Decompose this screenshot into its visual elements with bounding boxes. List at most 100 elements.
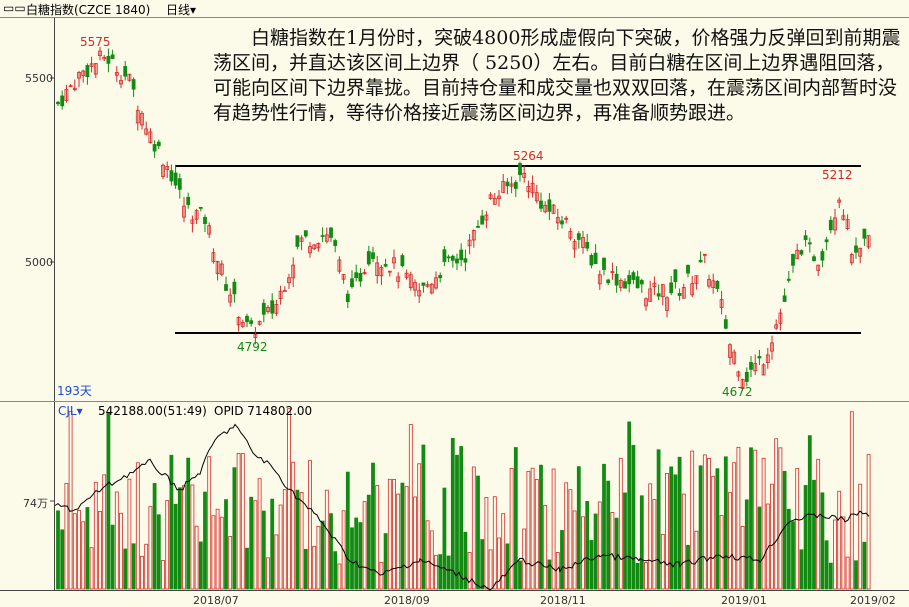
candle-body bbox=[354, 272, 359, 278]
volume-bar bbox=[669, 466, 674, 590]
volume-bar bbox=[93, 481, 98, 590]
volume-bar bbox=[98, 510, 102, 590]
volume-bar bbox=[761, 457, 766, 590]
volume-bar bbox=[198, 541, 203, 590]
volume-bar bbox=[236, 453, 241, 590]
candle-body bbox=[492, 198, 497, 205]
volume-bar bbox=[858, 483, 863, 590]
candle-body bbox=[820, 251, 825, 261]
candle-body bbox=[837, 199, 842, 203]
menu-icon[interactable]: ▭▭ bbox=[3, 1, 26, 15]
volume-bar bbox=[753, 449, 758, 590]
volume-bar bbox=[686, 544, 690, 590]
volume-bar bbox=[572, 510, 577, 590]
candle-body bbox=[114, 72, 119, 76]
candle-body bbox=[610, 271, 615, 273]
volume-bar bbox=[110, 524, 115, 590]
candle-body bbox=[576, 233, 581, 240]
candle-body bbox=[480, 215, 485, 225]
period-label: 日线 bbox=[166, 3, 191, 17]
volume-bar bbox=[455, 454, 459, 590]
volume-value: 542188.00(51:49) bbox=[98, 404, 207, 418]
volume-bar bbox=[543, 504, 548, 590]
candle-body bbox=[786, 278, 791, 281]
candle-body bbox=[257, 320, 262, 325]
candle-body bbox=[568, 231, 573, 239]
volume-bar bbox=[560, 530, 564, 590]
candle-body bbox=[198, 206, 203, 209]
candle-body bbox=[261, 302, 266, 315]
volume-bar bbox=[463, 531, 468, 590]
candle-body bbox=[278, 290, 283, 299]
volume-bar bbox=[358, 522, 363, 590]
volume-bar bbox=[203, 491, 207, 590]
volume-bar bbox=[480, 539, 485, 590]
volume-bar bbox=[169, 454, 174, 590]
candle-body bbox=[749, 362, 753, 370]
candle-body bbox=[240, 322, 245, 327]
volume-bar bbox=[219, 516, 224, 590]
volume-bar bbox=[627, 421, 632, 590]
candle-body bbox=[803, 235, 808, 241]
candle-body bbox=[320, 235, 325, 237]
volume-bar bbox=[513, 447, 518, 590]
volume-bar bbox=[379, 561, 384, 590]
volume-bar bbox=[526, 470, 531, 590]
candle-body bbox=[110, 54, 115, 59]
candle-body bbox=[753, 363, 758, 372]
candle-body bbox=[64, 89, 69, 101]
candle-body bbox=[824, 239, 829, 243]
candle-body bbox=[148, 131, 153, 144]
volume-bar bbox=[631, 445, 636, 590]
volume-bar bbox=[148, 506, 153, 590]
candle-body bbox=[484, 214, 489, 221]
period-selector[interactable]: 日线▾ bbox=[166, 1, 196, 18]
volume-bar bbox=[261, 510, 266, 590]
candle-body bbox=[224, 284, 228, 291]
candle-body bbox=[400, 255, 405, 267]
candle-body bbox=[152, 144, 157, 152]
volume-bar bbox=[866, 454, 871, 590]
volume-bar bbox=[530, 467, 535, 590]
indicator-selector[interactable]: CJL▾ bbox=[58, 404, 83, 418]
volume-bar bbox=[618, 457, 623, 590]
candle-body bbox=[833, 217, 837, 231]
candle-body bbox=[421, 282, 426, 286]
volume-bar bbox=[383, 533, 388, 590]
volume-bar bbox=[413, 496, 417, 590]
volume-bar bbox=[648, 483, 653, 590]
candle-body bbox=[782, 295, 787, 302]
volume-bar bbox=[728, 492, 732, 590]
volume-bar bbox=[371, 462, 375, 590]
volume-bar bbox=[190, 484, 195, 590]
volume-bar bbox=[182, 485, 186, 590]
candle-body bbox=[383, 264, 388, 267]
volume-bar bbox=[274, 534, 279, 590]
volume-bar bbox=[854, 560, 858, 590]
volume-bar bbox=[362, 501, 367, 590]
candle-body bbox=[547, 199, 552, 212]
candle-body bbox=[165, 166, 170, 171]
volume-bar bbox=[316, 526, 321, 590]
volume-bar bbox=[119, 512, 123, 590]
volume-bar bbox=[597, 501, 602, 590]
volume-bar bbox=[497, 537, 501, 590]
volume-bar bbox=[564, 482, 569, 590]
candle-body bbox=[497, 195, 501, 199]
volume-bar bbox=[161, 560, 165, 590]
instrument-label: 白糖指数(CZCE 1840) bbox=[26, 3, 151, 17]
volume-bar bbox=[471, 466, 476, 590]
volume-bar bbox=[429, 530, 434, 590]
volume-bar bbox=[690, 450, 695, 590]
volume-bar bbox=[421, 444, 426, 590]
volume-bar bbox=[446, 555, 451, 590]
volume-bar bbox=[732, 462, 737, 590]
candle-body bbox=[631, 272, 636, 280]
candle-body bbox=[316, 243, 321, 249]
volume-bar bbox=[89, 547, 94, 590]
day-count: 193天 bbox=[57, 384, 92, 398]
candle-body bbox=[715, 280, 720, 289]
volume-bar bbox=[635, 562, 640, 590]
volume-bar bbox=[849, 411, 854, 590]
